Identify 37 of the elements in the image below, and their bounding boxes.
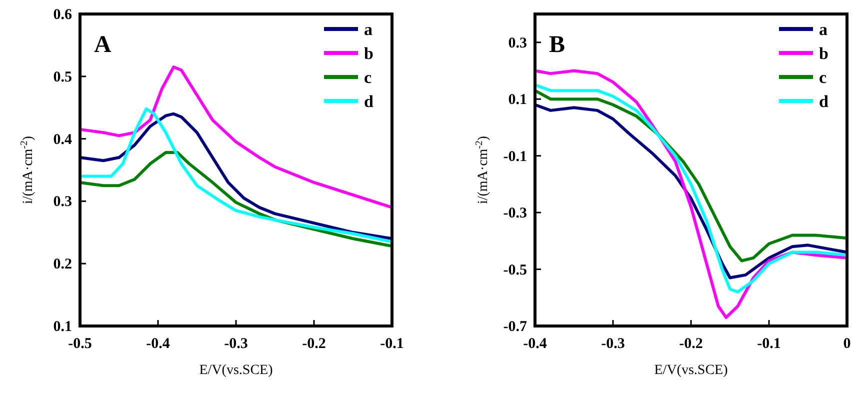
line-series	[534, 83, 848, 294]
legend-label: d	[819, 92, 829, 111]
y-tick-label: 0.2	[53, 256, 72, 273]
x-tick-label: 0	[843, 336, 851, 352]
x-tick-label: -0.2	[302, 336, 326, 352]
x-tick-label: -0.3	[224, 336, 248, 352]
y-tick-label: 0.4	[53, 132, 72, 148]
legend-label: c	[364, 68, 372, 87]
legend-label: a	[819, 20, 828, 39]
x-tick-label: -0.3	[601, 336, 625, 352]
y-tick-label: -0.3	[503, 206, 527, 222]
x-tick-label: -0.1	[757, 336, 781, 352]
x-tick-label: -0.1	[380, 336, 404, 352]
x-tick-label: -0.4	[146, 336, 170, 352]
y-tick-label: -0.5	[503, 262, 527, 278]
y-tick-label: 0.1	[53, 319, 72, 335]
legend-label: a	[364, 20, 373, 39]
legend-label: b	[819, 44, 828, 63]
x-axis-title: E/V(vs.SCE)	[654, 363, 728, 378]
x-tick-label: -0.5	[68, 336, 92, 352]
y-tick-label: -0.7	[503, 319, 528, 335]
line-series	[534, 89, 848, 262]
y-tick-label: 0.6	[53, 7, 72, 23]
y-tick-label: 0.3	[53, 194, 72, 210]
text: A	[94, 32, 112, 58]
y-tick-label: 0.3	[508, 35, 527, 52]
y-tick-label: 0.1	[508, 92, 527, 108]
line-series	[78, 66, 394, 209]
y-tick-label: 0.5	[53, 69, 72, 86]
legend-label: d	[364, 92, 374, 111]
text: B	[549, 32, 566, 58]
x-axis-title: E/V(vs.SCE)	[199, 363, 274, 378]
legend-label: b	[364, 44, 374, 63]
legend-label: c	[819, 68, 827, 87]
x-tick-label: -0.2	[679, 336, 703, 352]
x-tick-label: -0.4	[523, 336, 548, 352]
y-tick-label: -0.1	[503, 148, 527, 165]
